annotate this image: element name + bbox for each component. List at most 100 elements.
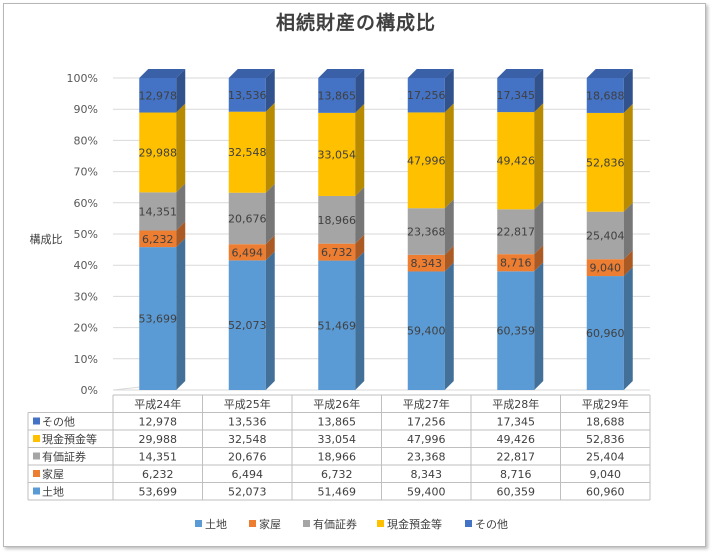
- data-label: 18,966: [318, 214, 357, 227]
- table-cell: 20,676: [228, 451, 267, 464]
- legend-key: [33, 452, 40, 460]
- legend-key: [33, 487, 40, 495]
- data-label: 12,978: [139, 89, 178, 102]
- y-tick-label: 10%: [74, 353, 98, 366]
- bar-segment: [586, 78, 624, 113]
- data-label: 13,865: [318, 89, 357, 102]
- bar-segment: [228, 192, 266, 245]
- legend-label: その他: [475, 518, 508, 531]
- data-label: 17,256: [407, 89, 446, 102]
- bar-side: [534, 69, 544, 113]
- bar-side: [444, 262, 454, 390]
- table-cell: 12,978: [139, 416, 178, 429]
- bar-side: [265, 235, 275, 261]
- data-label: 17,345: [497, 89, 536, 102]
- data-label: 60,359: [497, 325, 536, 338]
- y-tick-label: 40%: [74, 259, 98, 272]
- bar-segment: [586, 259, 624, 277]
- bar-segment: [407, 208, 445, 255]
- bar-side: [265, 69, 275, 112]
- data-label: 20,676: [228, 212, 267, 225]
- bar-segment: [228, 260, 266, 390]
- bar-side: [444, 103, 454, 209]
- table-cell: 6,732: [321, 468, 353, 481]
- table-cell: 51,469: [318, 486, 357, 499]
- data-label: 59,400: [407, 325, 446, 338]
- legend-swatch: [303, 520, 310, 527]
- bar-segment: [497, 254, 535, 272]
- legend-key: [33, 435, 40, 442]
- table-cell: 14,351: [139, 451, 178, 464]
- table-cell: 22,817: [497, 451, 536, 464]
- table-cell: 29,988: [139, 433, 178, 446]
- bar-side: [355, 103, 365, 196]
- bar-segment: [407, 271, 445, 390]
- bar-segment: [586, 112, 624, 212]
- y-tick-label: 70%: [74, 166, 98, 179]
- y-axis-title: 構成比: [30, 233, 63, 246]
- bar-side: [623, 103, 633, 212]
- data-label: 6,232: [142, 233, 174, 246]
- bar-segment: [497, 209, 535, 255]
- data-label: 9,040: [590, 262, 622, 275]
- bar-side: [355, 251, 365, 390]
- bar-top: [407, 69, 454, 78]
- bar-top: [586, 69, 633, 78]
- legend-key: [33, 470, 40, 477]
- bar-segment: [318, 195, 356, 244]
- legend-swatch: [249, 520, 256, 527]
- data-label: 6,732: [321, 246, 353, 259]
- data-label: 49,426: [497, 155, 536, 168]
- bar-segment: [318, 78, 356, 113]
- y-tick-label: 100%: [67, 72, 98, 85]
- y-tick-label: 90%: [74, 103, 98, 116]
- table-cell: 13,536: [228, 416, 267, 429]
- bar-side: [534, 245, 544, 272]
- y-tick-label: 0%: [81, 384, 98, 397]
- bar-side: [265, 102, 275, 193]
- chart-title: 相続財産の構成比: [275, 12, 436, 34]
- bar-top: [139, 69, 186, 78]
- table-cell: 9,040: [590, 468, 622, 481]
- table-cell: 6,232: [142, 468, 174, 481]
- data-label: 23,368: [407, 226, 446, 239]
- table-cell: 17,345: [497, 416, 536, 429]
- y-tick-label: 80%: [74, 134, 98, 147]
- bar-top: [318, 69, 365, 78]
- table-cell: 53,699: [139, 486, 178, 499]
- category-label: 平成27年: [403, 397, 450, 411]
- table-cell: 60,960: [586, 486, 625, 499]
- category-label: 平成26年: [313, 397, 360, 411]
- data-label: 52,073: [228, 319, 267, 332]
- bar-segment: [139, 247, 177, 390]
- bar-side: [444, 199, 454, 255]
- bar-side: [176, 221, 186, 248]
- table-cell: 8,343: [411, 468, 443, 481]
- bar-side: [176, 69, 186, 113]
- bar-side: [355, 186, 365, 244]
- data-label: 14,351: [139, 205, 178, 218]
- category-label: 平成25年: [224, 397, 271, 411]
- bar-segment: [139, 192, 177, 231]
- bar-segment: [228, 244, 266, 261]
- data-label: 18,688: [586, 89, 625, 102]
- legend-label: 土地: [205, 518, 227, 531]
- category-label: 平成24年: [134, 397, 181, 411]
- bar-segment: [407, 78, 445, 113]
- bar-side: [534, 200, 544, 255]
- table-row-label: 土地: [42, 486, 64, 499]
- table-cell: 33,054: [318, 433, 357, 446]
- table-cell: 23,368: [407, 451, 446, 464]
- bar-segment: [139, 112, 177, 193]
- bar-segment: [139, 230, 177, 248]
- legend-label: 現金預金等: [387, 517, 442, 531]
- legend-key: [33, 417, 40, 425]
- bar-side: [623, 202, 633, 260]
- table-cell: 18,966: [318, 451, 357, 464]
- table-cell: 52,073: [228, 486, 267, 499]
- y-tick-label: 60%: [74, 197, 98, 210]
- bar-side: [176, 183, 186, 231]
- bar-side: [355, 69, 365, 113]
- bar-side: [623, 267, 633, 390]
- data-label: 6,494: [232, 246, 264, 259]
